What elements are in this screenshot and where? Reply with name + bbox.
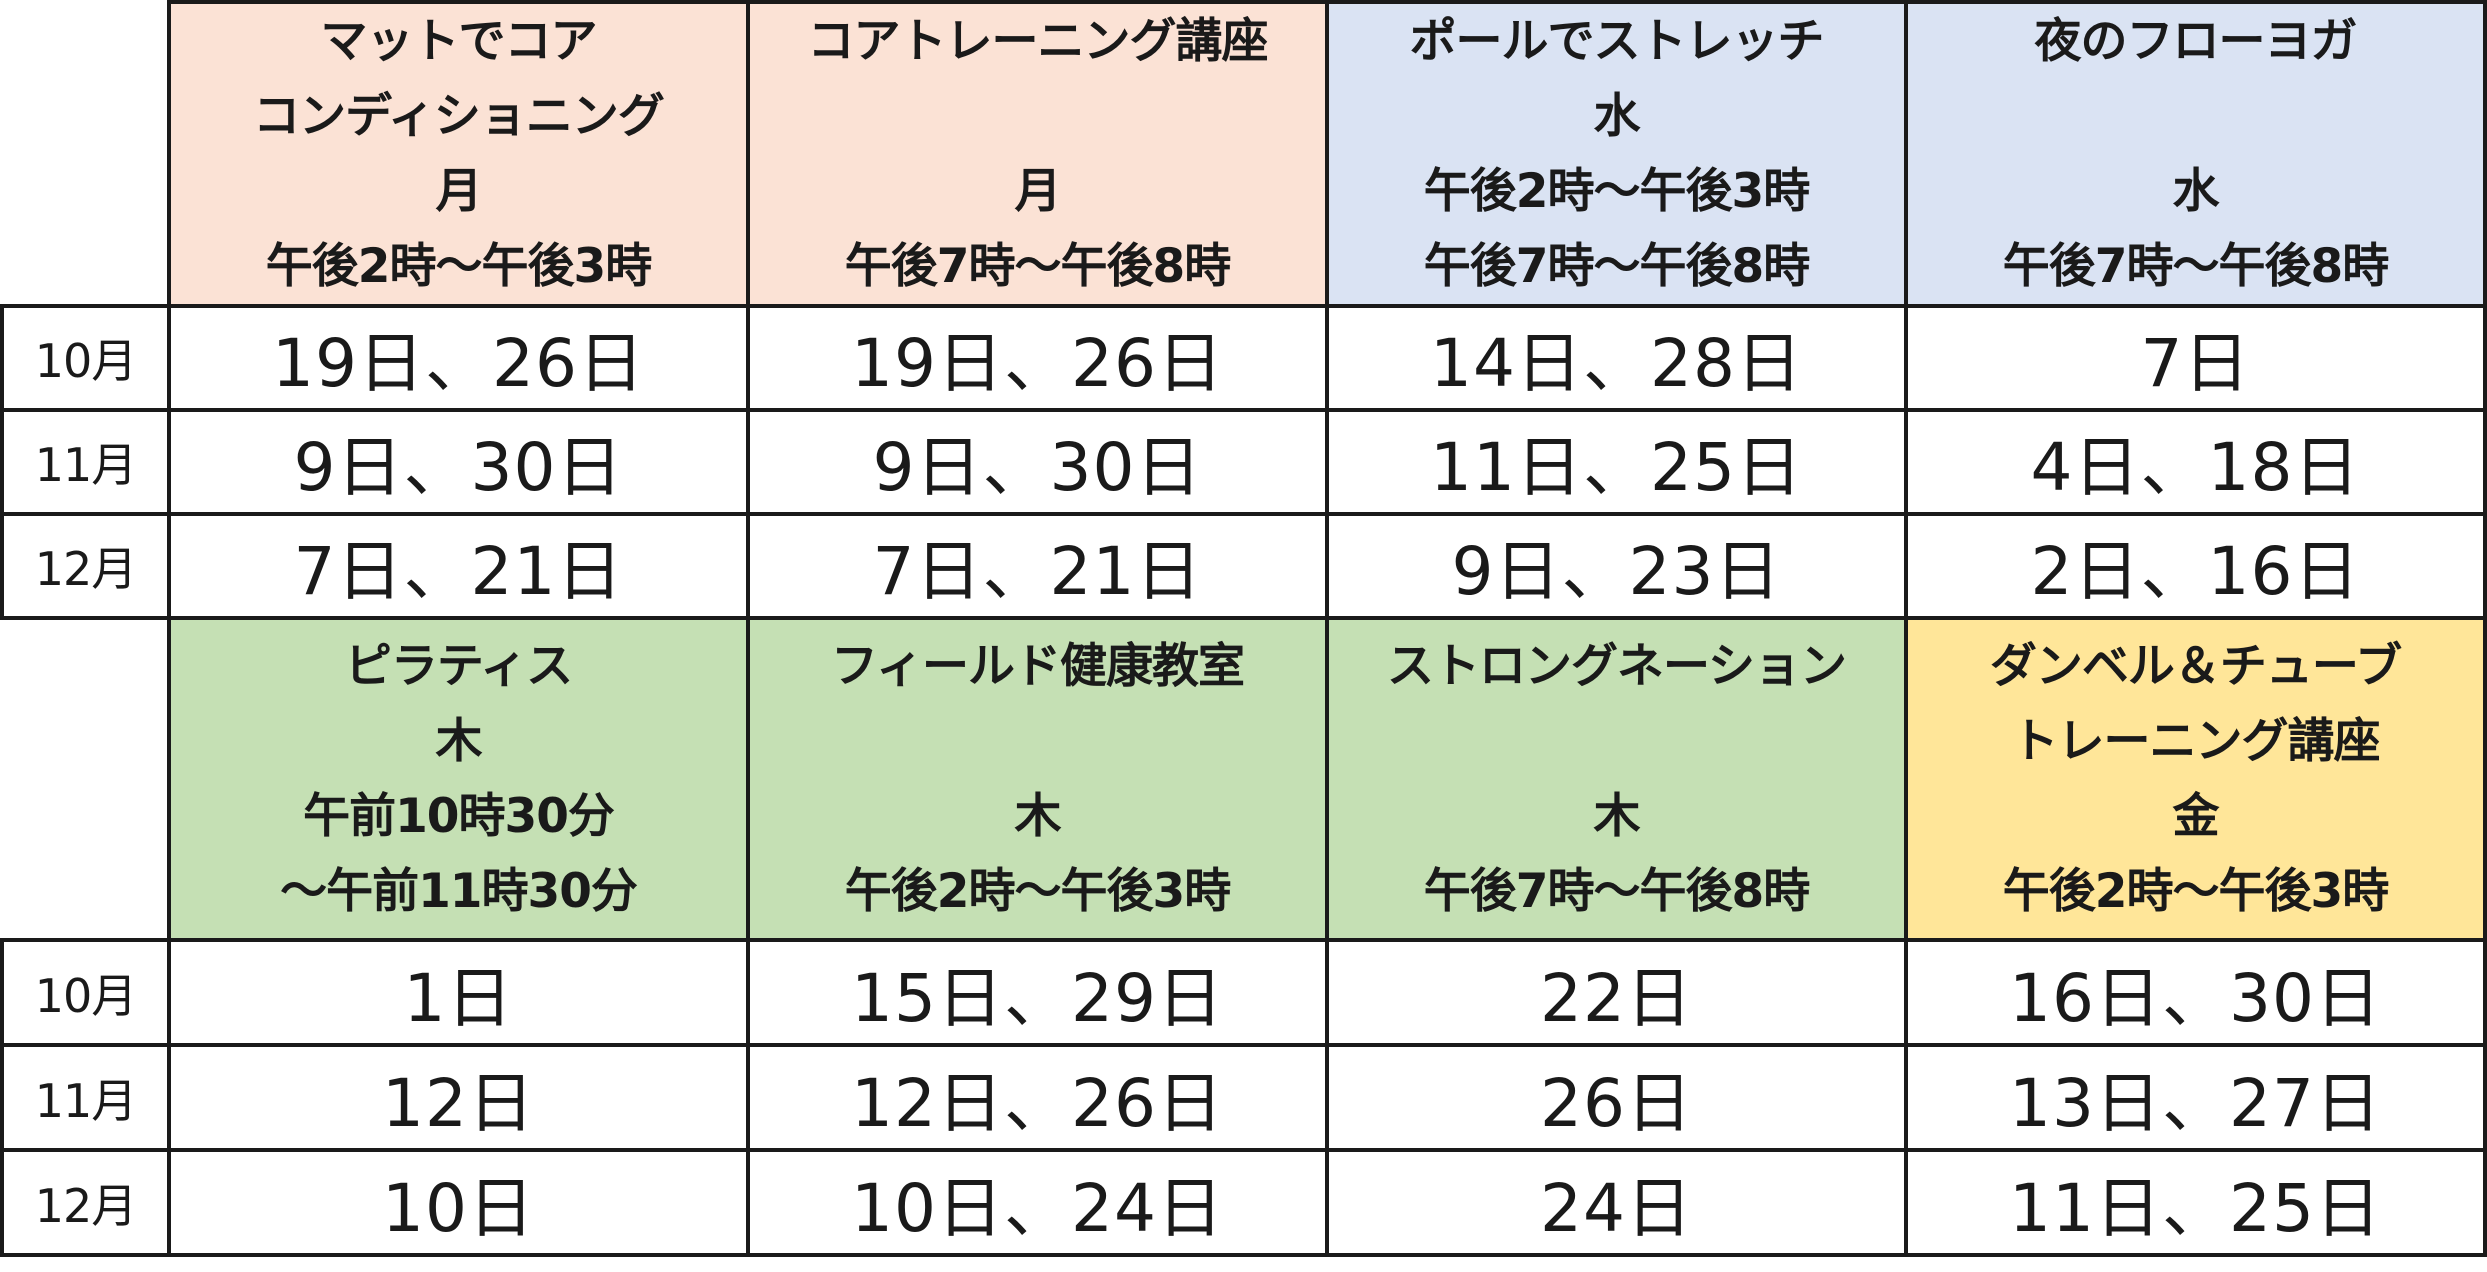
date-cell: 9日、30日 bbox=[746, 408, 1329, 516]
class-header-line: 木 bbox=[435, 714, 483, 769]
date-cell: 19日、26日 bbox=[167, 304, 750, 412]
class-header-line bbox=[1910, 79, 2481, 154]
month-row: 11月 12日 12日、26日 26日 13日、27日 bbox=[0, 1043, 2487, 1152]
date-cell: 2日、16日 bbox=[1904, 512, 2487, 620]
class-header-line: ポールでストレッチ bbox=[1409, 14, 1825, 69]
class-header-cell: ストロングネーション 木 午後7時～午後8時 bbox=[1325, 616, 1908, 942]
date-cell: 11日、25日 bbox=[1325, 408, 1908, 516]
date-cell: 11日、25日 bbox=[1904, 1148, 2487, 1257]
month-row: 11月 9日、30日 9日、30日 11日、25日 4日、18日 bbox=[0, 408, 2487, 516]
month-row: 10月 19日、26日 19日、26日 14日、28日 7日 bbox=[0, 304, 2487, 412]
class-header-line: 月 bbox=[1014, 164, 1062, 219]
class-header-line: コアトレーニング講座 bbox=[807, 14, 1269, 69]
class-header-cell: フィールド健康教室 木 午後2時～午後3時 bbox=[746, 616, 1329, 942]
class-header-line: ストロングネーション bbox=[1386, 639, 1847, 694]
class-header-line: 午後2時～午後3時 bbox=[1423, 164, 1810, 219]
class-header-line bbox=[1331, 704, 1902, 779]
date-cell: 12日、26日 bbox=[746, 1043, 1329, 1152]
date-cell: 1日 bbox=[167, 938, 750, 1047]
month-row: 10月 1日 15日、29日 22日 16日、30日 bbox=[0, 938, 2487, 1047]
month-label: 11月 bbox=[0, 1043, 171, 1152]
corner-cell bbox=[2, 2, 171, 308]
date-cell: 13日、27日 bbox=[1904, 1043, 2487, 1152]
month-label: 10月 bbox=[0, 304, 171, 412]
class-header-line bbox=[752, 79, 1323, 154]
class-header-line: 水 bbox=[1593, 89, 1641, 144]
class-header-line: フィールド健康教室 bbox=[830, 639, 1245, 694]
date-cell: 9日、23日 bbox=[1325, 512, 1908, 620]
class-header-row: ピラティス 木 午前10時30分 ～午前11時30分 フィールド健康教室 木 午… bbox=[2, 616, 2487, 942]
date-cell: 16日、30日 bbox=[1904, 938, 2487, 1047]
class-header-line: マットでコア bbox=[320, 14, 598, 69]
date-cell: 26日 bbox=[1325, 1043, 1908, 1152]
class-header-line: 午後7時～午後8時 bbox=[1423, 239, 1810, 294]
date-cell: 24日 bbox=[1325, 1148, 1908, 1257]
class-header-line: 午後7時～午後8時 bbox=[844, 239, 1231, 294]
class-header-line: 夜のフローヨガ bbox=[2034, 14, 2358, 69]
class-header-line: 午後2時～午後3時 bbox=[2002, 864, 2389, 919]
class-header-line: 月 bbox=[435, 164, 483, 219]
month-label: 10月 bbox=[0, 938, 171, 1047]
class-header-line: 水 bbox=[2172, 164, 2220, 219]
month-label: 12月 bbox=[0, 1148, 171, 1257]
class-header-line: ピラティス bbox=[344, 639, 573, 694]
date-cell: 19日、26日 bbox=[746, 304, 1329, 412]
class-header-line: ダンベル＆チューブ bbox=[1989, 639, 2402, 694]
class-header-line: 午後7時～午後8時 bbox=[1423, 864, 1810, 919]
class-header-cell: ポールでストレッチ 水 午後2時～午後3時 午後7時～午後8時 bbox=[1325, 0, 1908, 308]
date-cell: 22日 bbox=[1325, 938, 1908, 1047]
class-header-line: 午後2時～午後3時 bbox=[265, 239, 652, 294]
date-cell: 7日、21日 bbox=[746, 512, 1329, 620]
class-header-line: 木 bbox=[1593, 789, 1641, 844]
class-header-line: 午前10時30分 bbox=[303, 789, 615, 844]
class-header-row: マットでコア コンディショニング 月 午後2時～午後3時 コアトレーニング講座 … bbox=[2, 0, 2487, 308]
corner-cell bbox=[2, 618, 171, 942]
class-header-line: コンディショニング bbox=[253, 89, 665, 144]
date-cell: 10日、24日 bbox=[746, 1148, 1329, 1257]
class-header-cell: ピラティス 木 午前10時30分 ～午前11時30分 bbox=[167, 616, 750, 942]
date-cell: 15日、29日 bbox=[746, 938, 1329, 1047]
class-header-line bbox=[752, 704, 1323, 779]
class-header-line: 午後2時～午後3時 bbox=[844, 864, 1231, 919]
date-cell: 7日 bbox=[1904, 304, 2487, 412]
class-header-line: ～午前11時30分 bbox=[280, 864, 638, 919]
date-cell: 9日、30日 bbox=[167, 408, 750, 516]
month-row: 12月 10日 10日、24日 24日 11日、25日 bbox=[0, 1148, 2487, 1257]
class-header-cell: 夜のフローヨガ 水 午後7時～午後8時 bbox=[1904, 0, 2487, 308]
date-cell: 7日、21日 bbox=[167, 512, 750, 620]
class-header-line: 金 bbox=[2172, 789, 2220, 844]
date-cell: 12日 bbox=[167, 1043, 750, 1152]
date-cell: 4日、18日 bbox=[1904, 408, 2487, 516]
class-header-line: 木 bbox=[1014, 789, 1062, 844]
class-header-line: 午後7時～午後8時 bbox=[2002, 239, 2389, 294]
class-header-cell: ダンベル＆チューブ トレーニング講座 金 午後2時～午後3時 bbox=[1904, 616, 2487, 942]
class-header-line: トレーニング講座 bbox=[2011, 714, 2381, 769]
month-label: 12月 bbox=[0, 512, 171, 620]
class-header-cell: マットでコア コンディショニング 月 午後2時～午後3時 bbox=[167, 0, 750, 308]
class-header-cell: コアトレーニング講座 月 午後7時～午後8時 bbox=[746, 0, 1329, 308]
date-cell: 14日、28日 bbox=[1325, 304, 1908, 412]
month-label: 11月 bbox=[0, 408, 171, 516]
month-row: 12月 7日、21日 7日、21日 9日、23日 2日、16日 bbox=[0, 512, 2487, 620]
date-cell: 10日 bbox=[167, 1148, 750, 1257]
